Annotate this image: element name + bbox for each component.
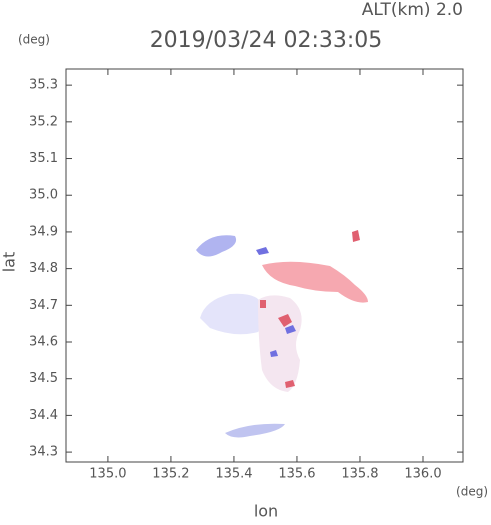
y-unit: (deg) (18, 33, 50, 47)
x-tick-label: 136.0 (404, 467, 441, 482)
y-tick-label: 34.8 (29, 261, 58, 276)
y-tick-label: 35.0 (29, 188, 58, 203)
echo (200, 293, 266, 335)
y-tick-label: 35.1 (29, 151, 58, 166)
y-tick-label: 34.6 (29, 335, 58, 350)
x-tick-label: 135.8 (341, 467, 378, 482)
y-tick-label: 34.4 (29, 408, 58, 423)
echo (225, 423, 285, 438)
y-tick-label: 34.7 (29, 298, 58, 313)
x-axis-label: lon (254, 502, 278, 521)
y-tick-label: 34.9 (29, 224, 58, 239)
plot-frame (65, 68, 464, 463)
echoes (196, 230, 368, 438)
echo (258, 295, 302, 392)
y-tick-label: 35.2 (29, 114, 58, 129)
y-axis-label: lat (0, 252, 19, 273)
x-tick-label: 135.0 (89, 467, 126, 482)
x-tick-label: 135.6 (278, 467, 315, 482)
x-tick-label: 135.2 (152, 467, 189, 482)
echo (256, 247, 296, 357)
echo (196, 235, 237, 257)
altitude-label: ALT(km) 2.0 (362, 0, 463, 20)
chart-title: 2019/03/24 02:33:05 (150, 28, 383, 53)
echo (262, 261, 368, 303)
x-tick-label: 135.4 (215, 467, 252, 482)
y-tick-label: 35.3 (29, 78, 58, 93)
y-tick-label: 34.3 (29, 445, 58, 460)
x-unit: (deg) (456, 485, 488, 499)
y-tick-label: 34.5 (29, 371, 58, 386)
